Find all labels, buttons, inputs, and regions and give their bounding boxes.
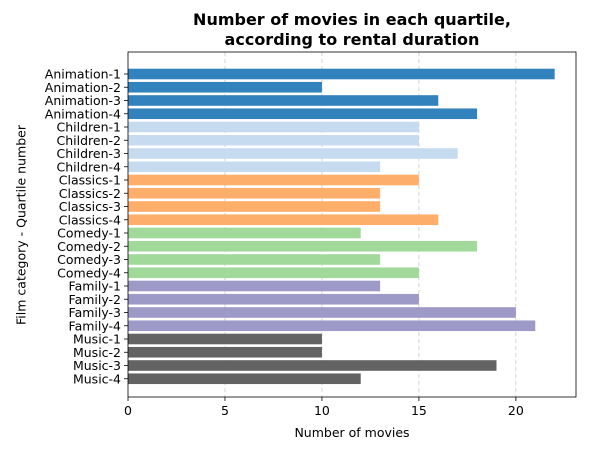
y-axis-title: Film category - Quartile number — [13, 125, 29, 325]
bar — [128, 307, 516, 318]
y-tick-label: Family-4 — [69, 318, 122, 333]
chart-title-line-2: according to rental duration — [224, 30, 480, 49]
bar — [128, 280, 381, 292]
bar — [128, 121, 419, 133]
y-tick-label: Animation-1 — [45, 67, 121, 82]
x-axis-title: Number of movies — [294, 425, 410, 440]
bar — [128, 161, 381, 173]
bar — [128, 360, 497, 371]
chart-title-line-1: Number of movies in each quartile, — [193, 10, 511, 29]
y-tick-label: Children-2 — [57, 133, 121, 148]
bar — [128, 108, 478, 120]
y-tick-label: Children-1 — [57, 120, 121, 135]
y-tick-label: Comedy-4 — [57, 265, 121, 280]
bar — [128, 201, 381, 212]
bar — [128, 267, 419, 279]
bar — [128, 373, 361, 385]
bar — [128, 187, 381, 199]
y-tick-label: Music-4 — [73, 371, 121, 386]
y-tick-label: Classics-1 — [59, 173, 121, 188]
x-tick-label: 0 — [124, 403, 132, 418]
y-tick-label: Comedy-3 — [57, 252, 121, 267]
y-tick-label: Animation-3 — [45, 93, 121, 108]
bar — [128, 148, 458, 159]
y-tick-label: Family-1 — [69, 279, 121, 294]
y-tick-label: Family-3 — [69, 305, 121, 320]
bar — [128, 333, 322, 345]
y-tick-label: Animation-2 — [45, 80, 121, 95]
bar — [128, 346, 322, 358]
plot-frame — [127, 51, 577, 398]
y-tick-label: Comedy-1 — [57, 226, 121, 241]
x-tick-label: 5 — [221, 403, 229, 418]
bar — [128, 320, 536, 332]
x-tick-label: 15 — [411, 403, 427, 418]
y-tick-label: Music-1 — [73, 332, 121, 347]
x-tick-label: 20 — [508, 403, 524, 418]
bar — [128, 227, 361, 239]
bar — [128, 240, 478, 252]
x-tick-label: 10 — [314, 403, 330, 418]
y-tick-label: Children-3 — [57, 146, 121, 161]
y-tick-label: Family-2 — [69, 292, 121, 307]
y-tick-label: Classics-2 — [59, 186, 121, 201]
y-tick-label: Animation-4 — [45, 106, 121, 121]
bar — [128, 214, 439, 226]
bar — [128, 134, 419, 146]
bar — [128, 81, 322, 93]
y-tick-label: Children-4 — [57, 159, 122, 174]
y-tick-label: Comedy-2 — [57, 239, 121, 254]
bar — [128, 174, 419, 186]
bar — [128, 68, 555, 80]
bar — [128, 293, 419, 305]
bar — [128, 95, 439, 106]
y-tick-label: Classics-4 — [59, 212, 121, 227]
bar — [128, 254, 381, 265]
y-tick-label: Music-2 — [73, 345, 121, 360]
y-tick-label: Music-3 — [73, 358, 121, 373]
y-tick-label: Classics-3 — [59, 199, 121, 214]
